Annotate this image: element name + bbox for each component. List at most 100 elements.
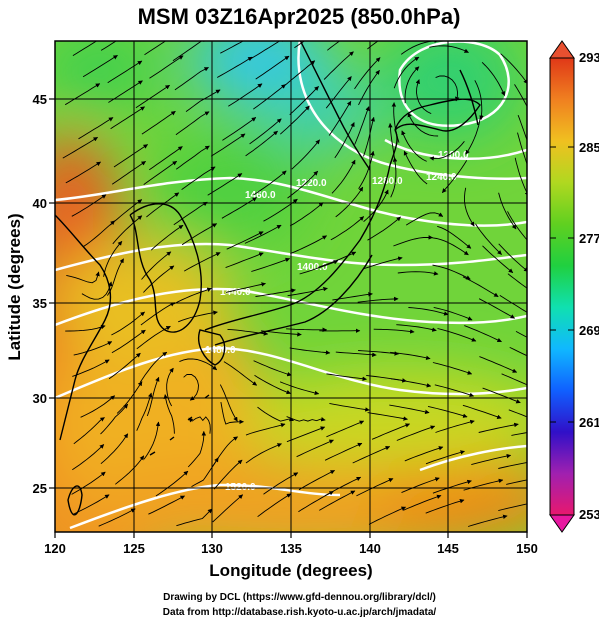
streamline [390, 351, 431, 360]
y-axis-label: Latitude (degrees) [5, 213, 24, 360]
streamline [432, 237, 469, 256]
streamline [506, 479, 527, 485]
streamline [367, 412, 408, 421]
streamline [83, 220, 116, 247]
streamline [100, 41, 117, 51]
streamline [71, 471, 106, 495]
streamline [401, 130, 427, 162]
streamline [435, 419, 475, 433]
streamline [363, 256, 403, 270]
streamline [434, 384, 475, 397]
y-tick-label: 45 [33, 92, 47, 107]
streamline [80, 395, 116, 418]
streamline [407, 112, 439, 137]
colorbar-tick-label: 261 [579, 415, 599, 430]
streamline [64, 83, 101, 106]
streamline [435, 75, 460, 102]
streamline [65, 161, 101, 184]
streamline [404, 446, 444, 462]
streamline [257, 406, 294, 422]
streamline [260, 330, 302, 337]
streamline [183, 373, 199, 401]
streamline [136, 392, 153, 431]
streamline [212, 494, 244, 523]
streamline [517, 114, 527, 142]
streamline [155, 470, 189, 497]
streamline [220, 41, 244, 54]
colorbar-tick-label: 269 [579, 323, 599, 338]
y-tick-labels: 25 30 35 40 45 [33, 92, 47, 496]
streamline [471, 453, 512, 466]
streamline [405, 212, 444, 226]
streamline [225, 282, 266, 293]
streamline [263, 472, 299, 495]
streamline [415, 79, 432, 115]
streamline [146, 376, 160, 417]
streamline [367, 41, 379, 50]
streamline [283, 60, 316, 87]
streamline [299, 260, 339, 275]
streamline [111, 311, 145, 336]
streamline [71, 194, 107, 217]
streamline [115, 455, 145, 485]
streamline [289, 86, 319, 116]
streamline [185, 89, 221, 112]
streamline [113, 144, 148, 168]
map-area: 1200.0 1240.0 1220.0 1280.0 1400.0 1440.… [55, 41, 527, 532]
streamline [112, 215, 143, 245]
streamline [363, 189, 389, 222]
streamline [474, 80, 484, 121]
contour-label: 1400.0 [297, 262, 328, 273]
streamline [498, 243, 527, 272]
streamline [73, 417, 105, 445]
streamline [73, 341, 113, 356]
streamline [462, 404, 502, 419]
streamline [136, 325, 171, 350]
colorbar-tick-label: 285 [579, 140, 599, 155]
streamline [141, 251, 172, 280]
map-title: MSM 03Z16Apr2025 (850.0hPa) [138, 4, 461, 29]
streamline [188, 416, 211, 434]
streamline [464, 187, 475, 227]
streamline [263, 198, 298, 222]
streamline [143, 421, 161, 460]
streamline [226, 231, 264, 250]
y-tick-label: 30 [33, 391, 47, 406]
streamline [390, 378, 432, 388]
axis-ticks [49, 98, 528, 538]
streamline [286, 327, 328, 333]
streamline [335, 186, 364, 218]
streamline [358, 350, 399, 356]
streamline [135, 84, 170, 109]
streamline [62, 136, 98, 159]
streamline [100, 433, 129, 465]
streamline [294, 41, 306, 49]
streamline [253, 360, 292, 377]
streamline [363, 116, 375, 157]
streamline [463, 478, 504, 491]
streamline [143, 160, 178, 185]
streamline [245, 130, 278, 157]
streamline [225, 252, 264, 269]
streamline [515, 331, 527, 338]
streamline [78, 117, 114, 140]
streamline [393, 56, 420, 89]
streamline [325, 76, 352, 109]
contour-label: 1480.0 [205, 345, 236, 356]
streamline [335, 351, 377, 357]
streamline [210, 133, 246, 157]
streamline [425, 450, 465, 465]
streamline [500, 53, 527, 85]
credit-data-source: Data from http://database.rish.kyoto-u.a… [162, 607, 437, 618]
x-tick-label: 145 [437, 541, 459, 556]
streamline [396, 324, 437, 332]
streamline [178, 310, 218, 323]
streamline [482, 245, 514, 274]
streamline [183, 252, 221, 272]
streamline [467, 514, 508, 527]
streamline [287, 170, 319, 199]
credit-drawing: Drawing by DCL (https://www.gfd-dennou.o… [163, 592, 436, 603]
streamline [108, 352, 141, 380]
streamline [251, 257, 291, 272]
streamline [390, 157, 398, 198]
